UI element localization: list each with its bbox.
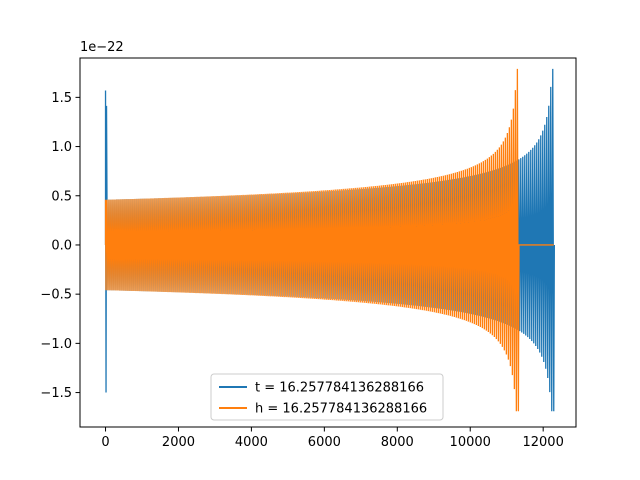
- series-line-2: [104, 68, 554, 412]
- x-tick-label: 8000: [381, 435, 414, 450]
- y-tick-label: −1.0: [40, 337, 72, 352]
- y-tick-label: 0.5: [51, 189, 72, 204]
- x-tick-label: 12000: [522, 435, 563, 450]
- legend-box: [210, 373, 444, 421]
- y-tick-label: −1.5: [40, 386, 72, 401]
- x-tick-label: 2000: [162, 435, 195, 450]
- axes-frame: [79, 57, 577, 428]
- y-axis: −1.5 −1.0 −0.5 0.0 0.5 1.0 1.5: [40, 91, 80, 401]
- legend-label-2: h = 16.257784136288166: [255, 402, 427, 417]
- plot-area: [104, 68, 555, 412]
- x-tick-label: 4000: [235, 435, 268, 450]
- x-tick-label: 0: [101, 435, 109, 450]
- y-tick-label: 0.0: [51, 238, 72, 253]
- x-tick-label: 10000: [450, 435, 491, 450]
- legend: t = 16.257784136288166 h = 16.25778413628…: [210, 373, 444, 421]
- x-axis: 0 2000 4000 6000 8000 10000 12000: [101, 427, 564, 450]
- y-offset-label: 1e−22: [80, 40, 124, 55]
- y-tick-label: 1.0: [51, 140, 72, 155]
- legend-label-1: t = 16.257784136288166: [255, 381, 424, 396]
- y-tick-label: −0.5: [40, 288, 72, 303]
- x-tick-label: 6000: [308, 435, 341, 450]
- y-tick-label: 1.5: [51, 91, 72, 106]
